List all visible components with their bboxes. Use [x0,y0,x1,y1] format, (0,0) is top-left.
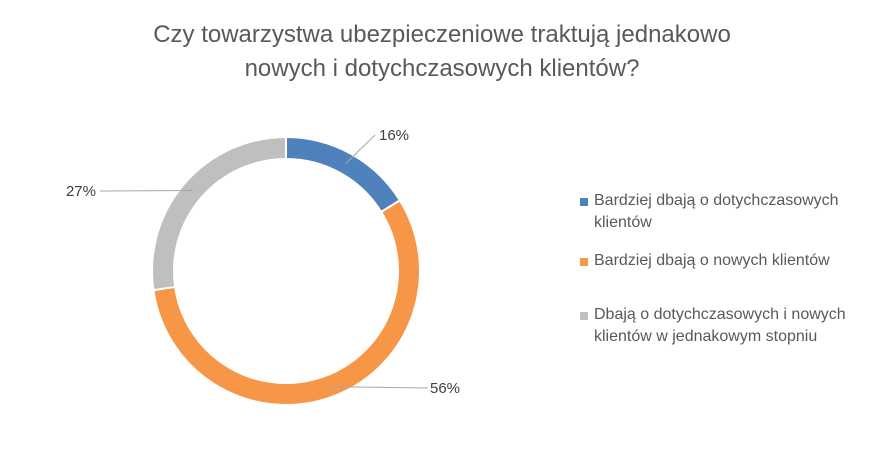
data-label-new-clients: 56% [430,380,460,397]
legend-label-existing-clients: Bardziej dbają o dotychczasowych klientó… [594,192,839,231]
donut-slice-existing-clients [285,135,402,214]
donut-slice-new-clients [152,198,421,406]
legend-swatch-orange [580,258,588,266]
chart-title-line-2: nowych i dotychczasowych klientów? [244,55,640,82]
legend-swatch-blue [580,198,588,206]
donut-slice-equal [151,135,287,292]
legend-label-new-clients: Bardziej dbają o nowych klientów [594,252,830,269]
legend-item-existing-clients: Bardziej dbają o dotychczasowych klientó… [580,190,880,234]
legend: Bardziej dbają o dotychczasowych klientó… [580,190,880,364]
data-label-existing-clients: 16% [379,127,409,144]
leader-line-27 [99,189,194,192]
data-label-equal: 27% [66,183,96,200]
legend-item-equal: Dbają o dotychczasowych i nowych klientó… [580,304,880,348]
chart-title-line-1: Czy towarzystwa ubezpieczeniowe traktują… [153,21,731,48]
chart-title: Czy towarzystwa ubezpieczeniowe traktują… [0,18,884,86]
legend-swatch-gray [580,312,588,320]
legend-label-equal: Dbają o dotychczasowych i nowych klientó… [594,306,846,345]
legend-item-new-clients: Bardziej dbają o nowych klientów [580,250,880,272]
leader-line-56 [328,386,429,389]
leader-line-16 [345,134,376,164]
